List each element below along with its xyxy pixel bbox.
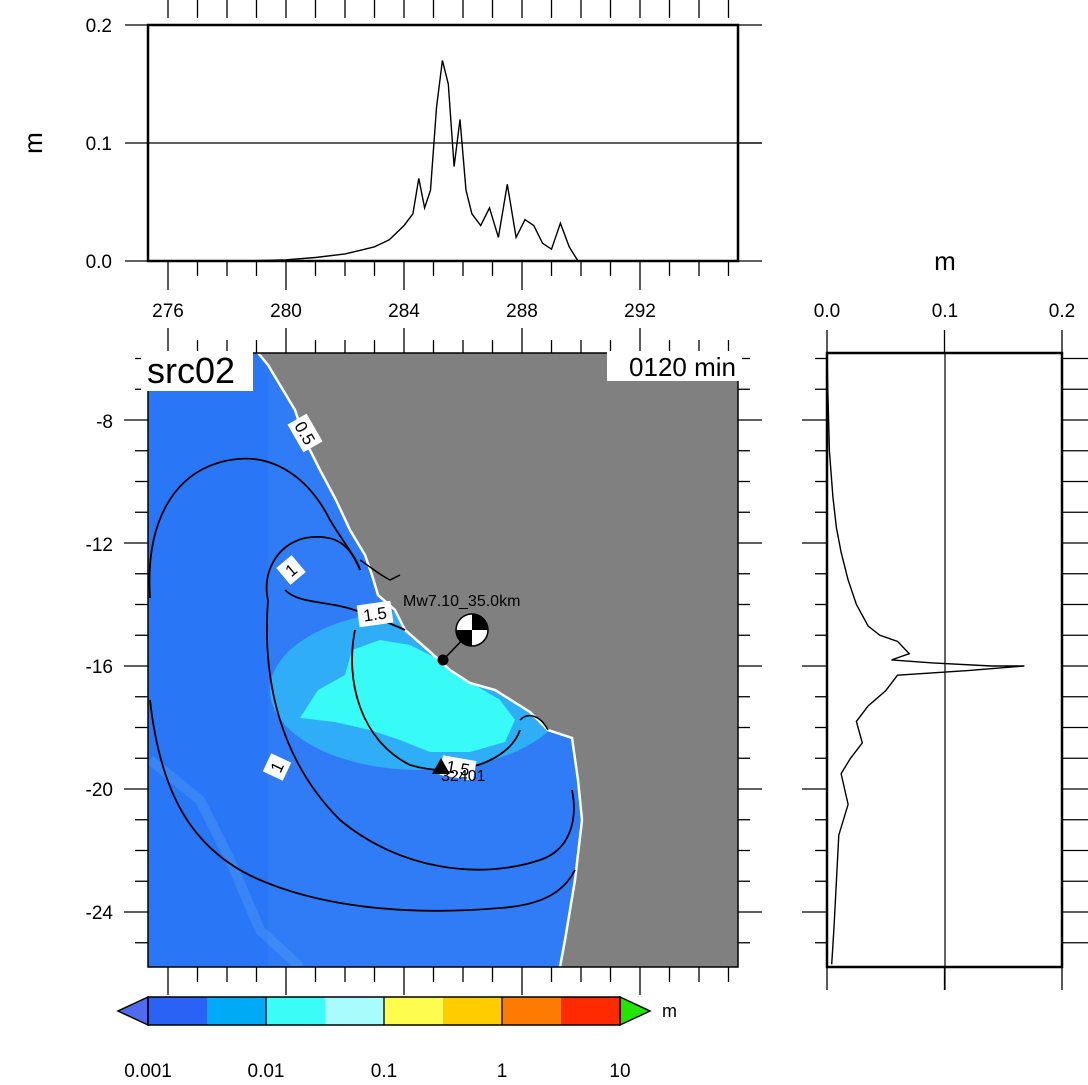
top-profile-ytick-label: 0.2 [86,16,112,37]
epicenter-dot [437,654,449,666]
contour-label-box: 1 [262,753,292,781]
colorbar-over-arrow [619,995,652,1027]
contour-label-box: 1.5 [439,755,477,781]
map-frame [147,352,739,968]
colorbar-segments [147,997,621,1025]
source-label-box [141,351,253,391]
top-profile-ytick-label: 0.1 [86,134,112,155]
contour-line-nearshore [359,559,401,581]
colorbar-segment [148,997,208,1025]
colorbar-under-arrow [116,995,149,1027]
time-label-box [607,351,742,381]
top-profile-axis-title: m [18,132,48,154]
colorbar-segment [384,997,444,1025]
right-profile-series-line [826,358,1025,965]
contour-line-1.5 [351,629,521,771]
top-profile-xtick-label: 280 [270,301,302,322]
ocean-deep-shade [148,353,268,967]
contour-label: 1.5 [362,603,388,625]
contour-label-box: 1.5 [356,600,394,628]
right-profile-xtick-label: 0.2 [1049,301,1075,322]
top-profile-xtick-label: 284 [388,301,420,322]
map-x-ticks [167,328,730,995]
colorbar-segment [325,997,385,1025]
contour-label: 1.5 [445,757,472,780]
top-profile-xtick-label: 276 [152,301,184,322]
right-profile-xtick-label: 0.1 [932,301,958,322]
contour-line-1 [265,535,361,601]
ocean-ridge-shade [148,756,304,967]
colorbar-segment [502,997,562,1025]
source-label: src02 [147,350,235,391]
colorbar-tick-label: 0.01 [248,1061,285,1082]
top-profile-ytick-label: 0.0 [86,252,112,273]
colorbar-frame [147,996,621,1026]
right-profile-y-ticks [802,357,1088,944]
colorbar: m 0.001 0.01 0.1 1 10 [116,995,677,1082]
land-area [258,353,738,967]
max-height-area [300,640,515,752]
colorbar-tick-label: 1 [497,1061,508,1082]
contour-line-nearshore [519,714,549,731]
top-profile-xtick-label: 292 [624,301,656,322]
station-label: 32401 [441,768,486,785]
map-lat-tick-label: -24 [86,903,114,924]
colorbar-tick-label: 10 [609,1061,630,1082]
map-lat-tick-label: -20 [86,780,113,801]
contour-label-box: 1 [276,555,306,585]
map-y-ticks [124,357,762,944]
right-profile-chart: m 0.0 0.1 0.2 [802,246,1088,990]
right-profile-x-ticks [826,330,1063,990]
contour-line-1 [266,599,575,871]
top-profile-x-ticks [167,0,730,290]
top-profile-y-ticks [125,24,762,262]
time-label: 0120 min [629,352,736,382]
station-triangle-icon [432,758,450,774]
right-profile-xtick-label: 0.0 [814,301,840,322]
contour-line-0.5 [149,699,576,912]
tsunami-map: -8 -12 -16 -20 -24 0.5 1 1.5 1 1.5 [86,328,762,995]
top-profile-series-line [241,60,579,262]
top-profile-chart: m 0.2 0.1 0.0 276 280 284 288 292 [18,0,762,322]
top-profile-xtick-label: 288 [506,301,538,322]
event-label: Mw7.10_35.0km [403,593,520,610]
colorbar-tick-label: 0.001 [124,1061,172,1082]
right-profile-axis-title: m [934,246,956,276]
focal-mechanism-icon [455,613,489,647]
map-lat-tick-label: -12 [86,535,113,556]
contour-line-0.5 [148,457,361,599]
colorbar-segment [266,997,326,1025]
colorbar-unit: m [662,1001,677,1021]
map-lat-tick-label: -16 [86,657,113,678]
colorbar-segment [443,997,503,1025]
map-lat-tick-label: -8 [96,412,113,433]
colorbar-tick-label: 0.1 [371,1061,397,1082]
colorbar-segment [561,997,621,1025]
colorbar-segment [207,997,267,1025]
